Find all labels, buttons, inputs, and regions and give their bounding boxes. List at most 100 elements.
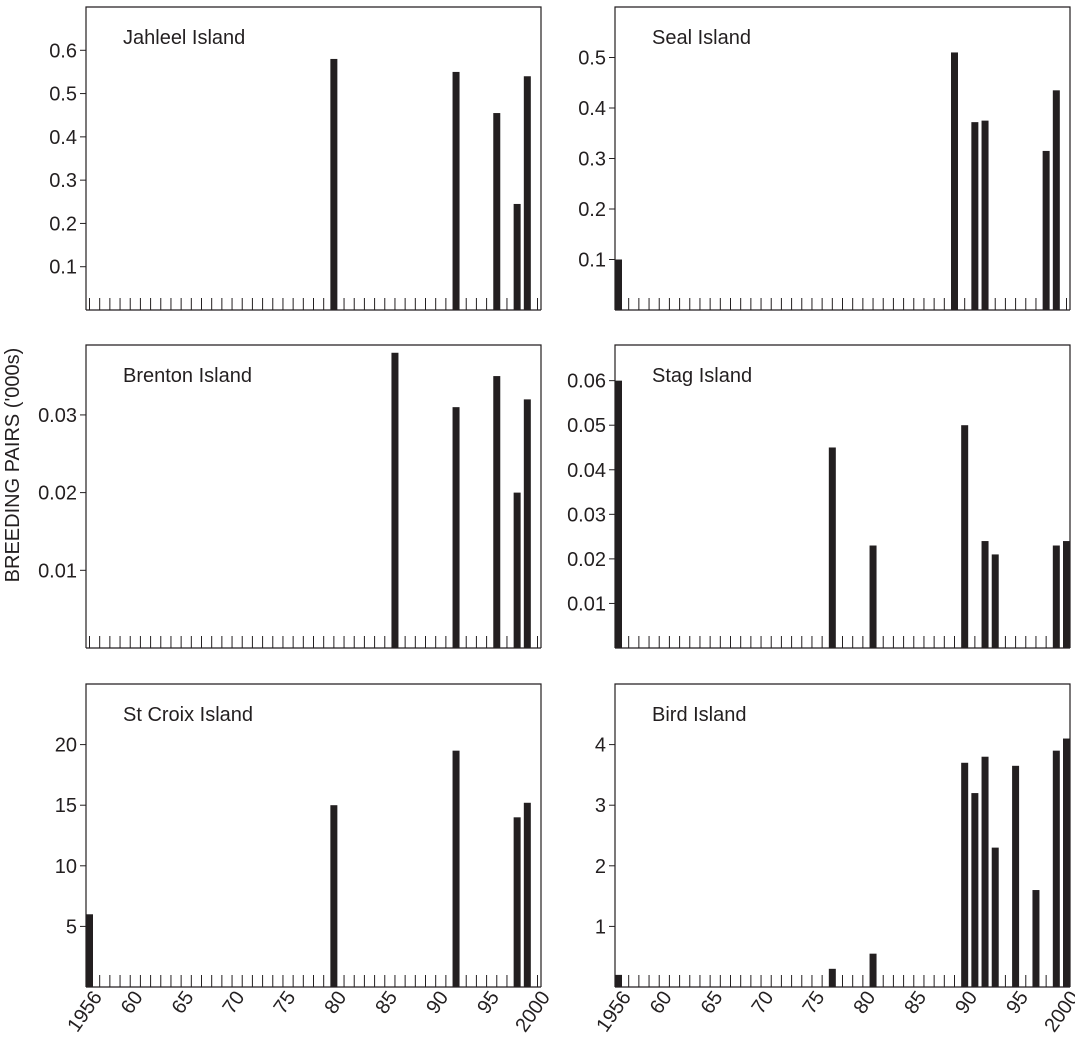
x-tick-label: 85 bbox=[900, 987, 931, 1018]
y-tick-label: 0.02 bbox=[38, 483, 77, 505]
y-tick-label: 0.2 bbox=[578, 199, 606, 221]
bar bbox=[615, 259, 622, 310]
bar bbox=[513, 817, 521, 987]
bar bbox=[615, 974, 622, 987]
bar bbox=[981, 541, 989, 648]
bar bbox=[981, 120, 989, 310]
bar bbox=[971, 122, 979, 310]
x-tick-label: 85 bbox=[371, 987, 402, 1018]
bar bbox=[523, 76, 531, 310]
x-tick-label: 1956 bbox=[63, 987, 107, 1036]
panel-frame bbox=[85, 344, 542, 648]
y-tick-label: 0.2 bbox=[49, 213, 77, 235]
bar bbox=[330, 58, 338, 310]
x-tick-label: 1956 bbox=[592, 987, 636, 1036]
bar bbox=[828, 447, 836, 648]
panel-4: St Croix Island 5 10 15 20 1956 60 65 70 75 80 85 90… bbox=[55, 683, 555, 1036]
bar bbox=[523, 399, 531, 648]
y-tick-label: 0.3 bbox=[49, 170, 77, 192]
y-tick-label: 4 bbox=[595, 735, 606, 757]
y-tick-label: 1 bbox=[595, 916, 606, 938]
x-tick-label: 65 bbox=[697, 987, 728, 1018]
bar bbox=[869, 953, 877, 987]
bar bbox=[1052, 90, 1060, 310]
x-tick-label: 70 bbox=[748, 987, 779, 1018]
x-tick-label: 75 bbox=[799, 987, 830, 1018]
y-tick-label: 0.5 bbox=[578, 48, 606, 70]
y-tick-label: 5 bbox=[66, 916, 77, 938]
x-tick-label: 60 bbox=[646, 987, 677, 1018]
bar bbox=[452, 407, 460, 648]
y-axis-label: BREEDING PAIRS ('000s) bbox=[2, 348, 24, 583]
x-tick-label: 60 bbox=[117, 987, 148, 1018]
bar bbox=[951, 52, 958, 310]
x-tick-label: 90 bbox=[951, 987, 982, 1018]
y-tick-label: 0.5 bbox=[49, 84, 77, 106]
bar bbox=[1052, 750, 1060, 987]
panel-frame bbox=[85, 683, 542, 987]
y-tick-label: 0.4 bbox=[49, 127, 77, 149]
y-tick-label: 0.03 bbox=[38, 405, 77, 427]
y-tick-label: 10 bbox=[55, 856, 77, 878]
panel-3: Stag Island 0.01 0.02 0.03 0.04 0.05 0.06 bbox=[567, 344, 1071, 649]
panel-title: St Croix Island bbox=[123, 704, 253, 726]
y-tick-label: 20 bbox=[55, 735, 77, 757]
y-tick-label: 0.3 bbox=[578, 149, 606, 171]
y-tick-label: 15 bbox=[55, 795, 77, 817]
x-tick-label: 70 bbox=[219, 987, 250, 1018]
panel-5: Bird Island 1 2 3 4 1956 60 65 70 75 80 85 90 95 2000 bbox=[592, 683, 1075, 1036]
panel-title: Seal Island bbox=[652, 27, 751, 49]
bar bbox=[452, 71, 460, 310]
panel-frame bbox=[614, 344, 1071, 648]
panel-frame bbox=[85, 6, 542, 310]
bar bbox=[391, 352, 399, 648]
y-tick-label: 0.02 bbox=[567, 549, 606, 571]
y-tick-label: 0.03 bbox=[567, 504, 606, 526]
bar bbox=[828, 968, 836, 987]
bar bbox=[513, 203, 521, 310]
bar bbox=[1063, 738, 1070, 987]
y-tick-label: 2 bbox=[595, 856, 606, 878]
bar bbox=[981, 756, 989, 987]
bar bbox=[1052, 545, 1060, 648]
panel-frame bbox=[614, 683, 1071, 987]
bar bbox=[991, 554, 999, 648]
bar bbox=[991, 847, 999, 987]
bar bbox=[615, 380, 622, 648]
x-tick-label: 65 bbox=[168, 987, 199, 1018]
panel-frame bbox=[614, 6, 1071, 310]
y-tick-label: 0.01 bbox=[38, 560, 77, 582]
panel-0: Jahleel Island 0.1 0.2 0.3 0.4 0.5 0.6 bbox=[49, 6, 542, 311]
bar bbox=[961, 762, 969, 987]
y-tick-label: 0.1 bbox=[578, 250, 606, 272]
bar bbox=[1042, 150, 1050, 310]
x-tick-label: 95 bbox=[1002, 987, 1033, 1018]
panel-title: Stag Island bbox=[652, 365, 752, 387]
bar bbox=[971, 793, 979, 987]
bar bbox=[1012, 765, 1020, 987]
bar bbox=[869, 545, 877, 648]
bar bbox=[86, 914, 93, 987]
bar bbox=[493, 376, 501, 648]
bar bbox=[452, 750, 460, 987]
y-tick-label: 0.06 bbox=[567, 371, 606, 393]
panel-2: Brenton Island 0.01 0.02 0.03 bbox=[38, 344, 542, 649]
x-tick-label: 2000 bbox=[511, 987, 555, 1036]
panel-title: Brenton Island bbox=[123, 365, 252, 387]
y-tick-label: 0.01 bbox=[567, 593, 606, 615]
bar bbox=[493, 113, 501, 310]
panel-title: Bird Island bbox=[652, 704, 747, 726]
x-tick-label: 80 bbox=[320, 987, 351, 1018]
panel-1: Seal Island 0.1 0.2 0.3 0.4 0.5 bbox=[578, 6, 1071, 311]
bar bbox=[330, 805, 338, 987]
x-tick-label: 75 bbox=[270, 987, 301, 1018]
y-tick-label: 0.04 bbox=[567, 460, 606, 482]
x-tick-label: 90 bbox=[422, 987, 453, 1018]
chart-panels: Jahleel Island 0.1 0.2 0.3 0.4 0.5 0.6 Seal Isl… bbox=[38, 6, 1075, 1036]
x-tick-label: 95 bbox=[473, 987, 504, 1018]
bar bbox=[1032, 890, 1040, 987]
y-tick-label: 0.05 bbox=[567, 415, 606, 437]
y-tick-label: 3 bbox=[595, 795, 606, 817]
x-tick-label: 2000 bbox=[1040, 987, 1075, 1036]
